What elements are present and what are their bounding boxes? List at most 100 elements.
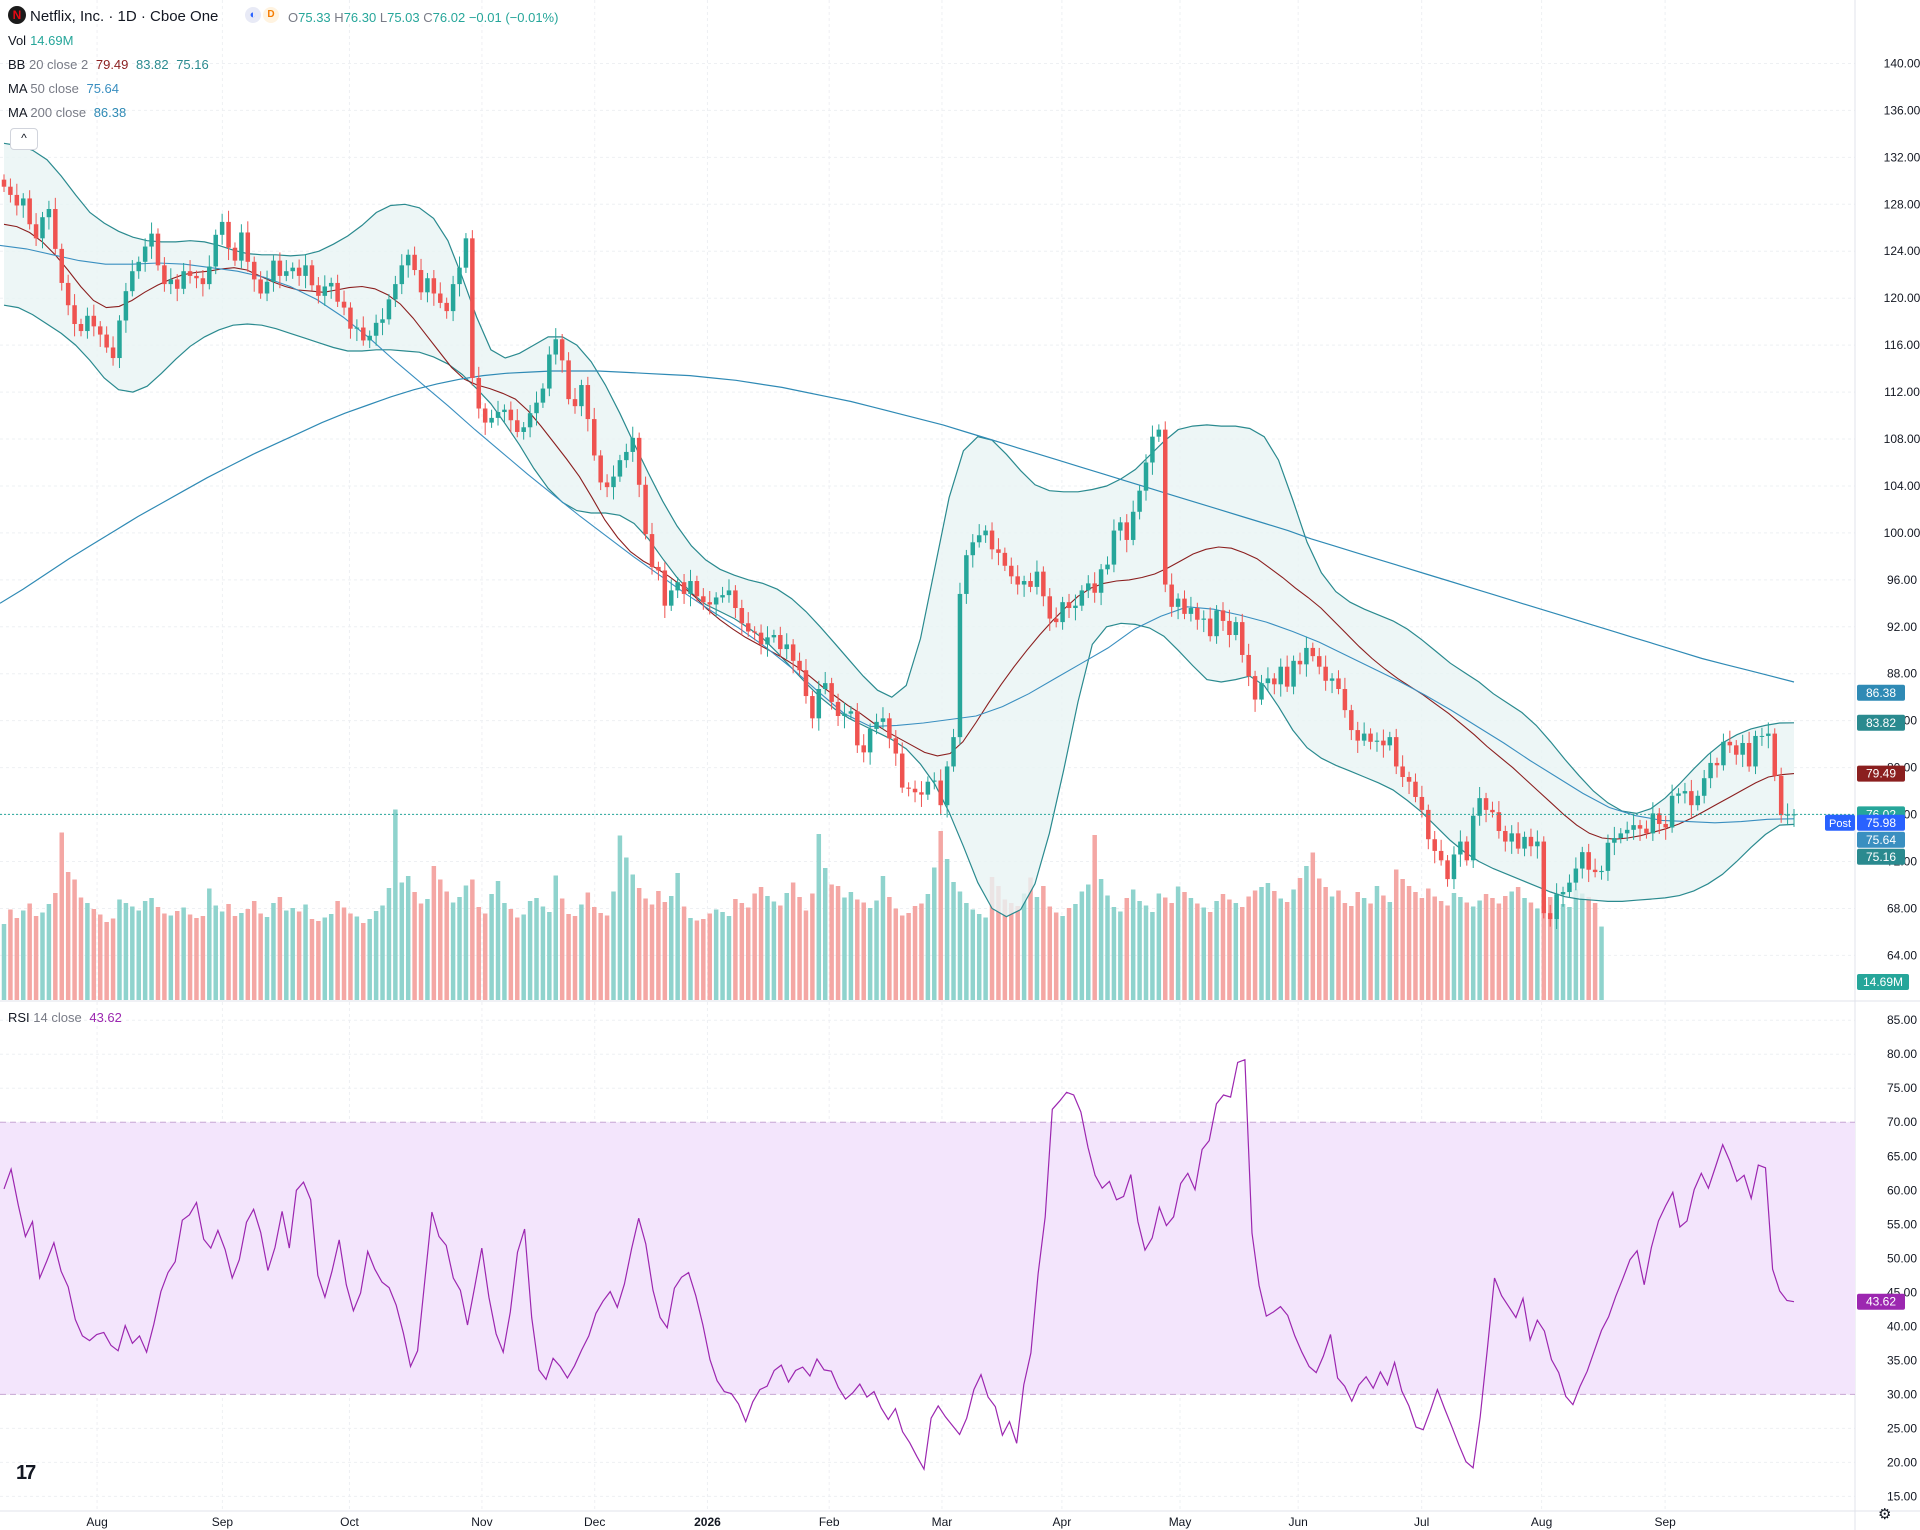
candle (405, 249, 411, 278)
candle-body (418, 270, 424, 293)
volume-bar (1156, 893, 1162, 1000)
candle (1150, 425, 1155, 475)
time-tick-label: Oct (340, 1515, 359, 1529)
candle-body (1368, 733, 1373, 742)
candle-body (1669, 795, 1675, 828)
candle (444, 297, 449, 319)
candle-body (1657, 813, 1662, 824)
candle-body (1458, 841, 1463, 855)
volume-bar (508, 909, 514, 1000)
rsi-tick-label: 55.00 (1887, 1217, 1917, 1231)
candle (1163, 421, 1168, 593)
candle-body (681, 582, 687, 594)
candle-body (104, 334, 109, 348)
bollinger-bands (3, 142, 1795, 918)
candle (957, 582, 963, 745)
candle (1528, 828, 1534, 857)
volume-bar (495, 881, 501, 1000)
volume-bar (739, 903, 745, 1000)
volume-bar (1182, 892, 1187, 1000)
candle-body (848, 711, 854, 714)
settings-gear-icon[interactable]: ⚙ (1878, 1506, 1892, 1523)
volume-bar (1413, 892, 1418, 1000)
rsi-tick-label: 15.00 (1887, 1489, 1917, 1503)
candle (181, 262, 186, 295)
volume-bar (1137, 901, 1142, 1000)
collapse-legend-button[interactable]: ^ (10, 128, 38, 150)
volume-bar (348, 913, 353, 1000)
bb-legend[interactable]: BB 20 close 2 79.49 83.82 75.16 (8, 57, 209, 72)
candle-body (1220, 610, 1226, 621)
candle (996, 538, 1001, 566)
candle-body (271, 260, 276, 282)
candle (976, 524, 982, 548)
volume-bar (899, 915, 905, 1000)
candle-body (21, 198, 26, 206)
volume-bar (906, 913, 911, 1000)
candle-body (1374, 740, 1380, 742)
candle-body (78, 324, 84, 332)
rsi-line (3, 1058, 1795, 1472)
candle (1073, 594, 1078, 621)
rsi-tick-label: 85.00 (1887, 1013, 1917, 1027)
time-tick-label: Mar (932, 1515, 953, 1529)
candle (1323, 655, 1328, 691)
candle (855, 703, 860, 753)
volume-bar (1381, 895, 1386, 1000)
volume-bar (579, 904, 584, 1000)
volume-bar (1349, 906, 1354, 1000)
rsi-legend[interactable]: RSI 14 close 43.62 (8, 1010, 122, 1025)
candle-body (1252, 676, 1258, 700)
candle (155, 228, 161, 271)
candle (296, 259, 302, 286)
candle (431, 270, 437, 306)
candle-body (527, 413, 533, 428)
symbol-title[interactable]: Netflix, Inc. · 1D · Cboe One (30, 8, 219, 25)
candle-body (309, 265, 315, 286)
price-tick-label: 92.00 (1887, 620, 1917, 634)
ma50-legend[interactable]: MA 50 close 75.64 (8, 81, 120, 96)
candle-body (97, 326, 103, 335)
candle (1175, 593, 1181, 620)
candle (470, 230, 475, 386)
rsi-tick-label: 25.00 (1887, 1421, 1917, 1435)
candle-body (835, 701, 841, 716)
volume-bar (1105, 895, 1110, 1000)
candle (1432, 831, 1437, 864)
candle (1522, 831, 1527, 857)
candle-body (1560, 892, 1566, 895)
volume-bar (65, 872, 71, 1000)
candle (277, 252, 283, 289)
candle-body (1188, 608, 1194, 614)
ma200-legend[interactable]: MA 200 close 86.38 (8, 105, 127, 120)
tradingview-logo-icon[interactable]: 17 (16, 1462, 36, 1484)
volume-legend[interactable]: Vol 14.69M (8, 33, 74, 48)
volume-bar (688, 918, 693, 1000)
time-tick-label: Feb (819, 1515, 840, 1529)
volume-bar (322, 917, 328, 1000)
volume-bar (14, 918, 20, 1000)
volume-bar (983, 917, 988, 1000)
candle-body (630, 437, 635, 452)
candle (1535, 830, 1540, 859)
volume-bar (367, 919, 372, 1000)
candle (1053, 607, 1059, 628)
candle-body (361, 327, 366, 341)
candle (85, 307, 90, 339)
candle (527, 404, 533, 438)
candle-body (1599, 870, 1604, 873)
candle (726, 579, 732, 603)
price-tick-label: 68.00 (1887, 901, 1917, 915)
volume-bar (521, 914, 526, 1000)
candle (1086, 575, 1091, 599)
volume-bar (239, 913, 244, 1000)
volume-bar (393, 809, 398, 1000)
candle-body (1676, 793, 1681, 796)
candle-body (1573, 868, 1579, 883)
post-label: Post (1829, 818, 1851, 830)
candle (1105, 556, 1110, 575)
volume-bar (1310, 852, 1316, 1000)
candle-body (1400, 766, 1405, 778)
price-tick-label: 96.00 (1887, 573, 1917, 587)
